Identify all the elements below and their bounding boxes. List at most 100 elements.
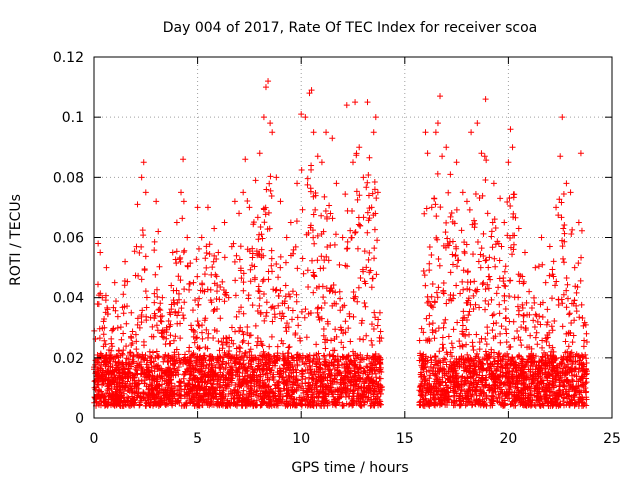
data-point — [364, 99, 371, 106]
data-point — [531, 323, 538, 330]
data-point — [563, 287, 570, 294]
data-point — [416, 402, 423, 409]
data-point — [336, 288, 343, 295]
data-point — [482, 306, 489, 313]
data-point — [474, 350, 481, 357]
data-point — [172, 309, 179, 316]
data-point — [476, 346, 483, 353]
data-point — [293, 218, 300, 225]
data-point — [133, 243, 140, 250]
x-tick-label: 25 — [603, 431, 621, 447]
data-point — [203, 264, 210, 271]
data-point — [426, 260, 433, 267]
data-point — [134, 201, 141, 208]
data-point — [429, 320, 436, 327]
data-point — [214, 306, 221, 313]
data-point — [535, 263, 542, 270]
data-point — [350, 288, 357, 295]
data-point — [344, 207, 351, 214]
data-point — [557, 153, 564, 160]
data-point — [493, 290, 500, 297]
data-point — [259, 278, 266, 285]
data-point — [439, 153, 446, 160]
data-point — [188, 322, 195, 329]
data-point — [247, 266, 254, 273]
data-point — [172, 333, 179, 340]
data-point — [355, 214, 362, 221]
data-point — [521, 249, 528, 256]
data-point — [373, 195, 380, 202]
data-point — [120, 291, 127, 298]
data-point — [340, 344, 347, 351]
data-point — [304, 181, 311, 188]
data-point — [510, 241, 517, 248]
data-point — [255, 236, 262, 243]
data-point — [454, 263, 461, 270]
data-point — [194, 334, 201, 341]
data-point — [426, 244, 433, 251]
data-point — [194, 318, 201, 325]
data-point — [321, 193, 328, 200]
data-point — [289, 288, 296, 295]
data-point — [322, 345, 329, 352]
data-point — [489, 327, 496, 334]
data-point — [202, 255, 209, 262]
data-point — [445, 189, 452, 196]
data-point — [561, 222, 568, 229]
data-point — [453, 245, 460, 252]
data-point — [364, 229, 371, 236]
data-point — [496, 257, 503, 264]
data-point — [96, 325, 103, 332]
data-point — [575, 219, 582, 226]
data-point — [314, 257, 321, 264]
data-point — [359, 266, 366, 273]
data-point — [470, 251, 477, 258]
data-point — [431, 299, 438, 306]
data-point — [321, 353, 328, 360]
data-point — [182, 351, 189, 358]
data-point — [371, 226, 378, 233]
data-point — [232, 328, 239, 335]
data-point — [533, 329, 540, 336]
data-point — [576, 314, 583, 321]
data-point — [377, 375, 384, 382]
data-point — [483, 341, 490, 348]
data-point — [577, 277, 584, 284]
data-point — [426, 321, 433, 328]
data-point — [443, 219, 450, 226]
data-point — [198, 234, 205, 241]
data-point — [138, 276, 145, 283]
data-point — [180, 315, 187, 322]
data-point — [282, 324, 289, 331]
data-point — [485, 264, 492, 271]
data-point — [548, 323, 555, 330]
data-point — [134, 315, 141, 322]
data-point — [231, 198, 238, 205]
data-point — [530, 317, 537, 324]
data-point — [242, 156, 249, 163]
data-point — [175, 273, 182, 280]
x-tick-label: 10 — [292, 431, 310, 447]
data-point — [561, 230, 568, 237]
data-point — [506, 277, 513, 284]
data-point — [511, 335, 518, 342]
data-point — [244, 324, 251, 331]
data-point — [118, 336, 125, 343]
data-point — [461, 248, 468, 255]
data-point — [332, 326, 339, 333]
data-point — [268, 333, 275, 340]
data-point — [263, 309, 270, 316]
data-point — [569, 339, 576, 346]
data-point — [466, 331, 473, 338]
data-point — [103, 390, 110, 397]
data-point — [203, 250, 210, 257]
data-point — [143, 304, 150, 311]
data-point — [230, 340, 237, 347]
data-point — [434, 170, 441, 177]
data-point — [199, 322, 206, 329]
data-point — [482, 177, 489, 184]
data-point — [95, 281, 102, 288]
data-point — [140, 159, 147, 166]
data-point — [432, 201, 439, 208]
data-point — [422, 282, 429, 289]
